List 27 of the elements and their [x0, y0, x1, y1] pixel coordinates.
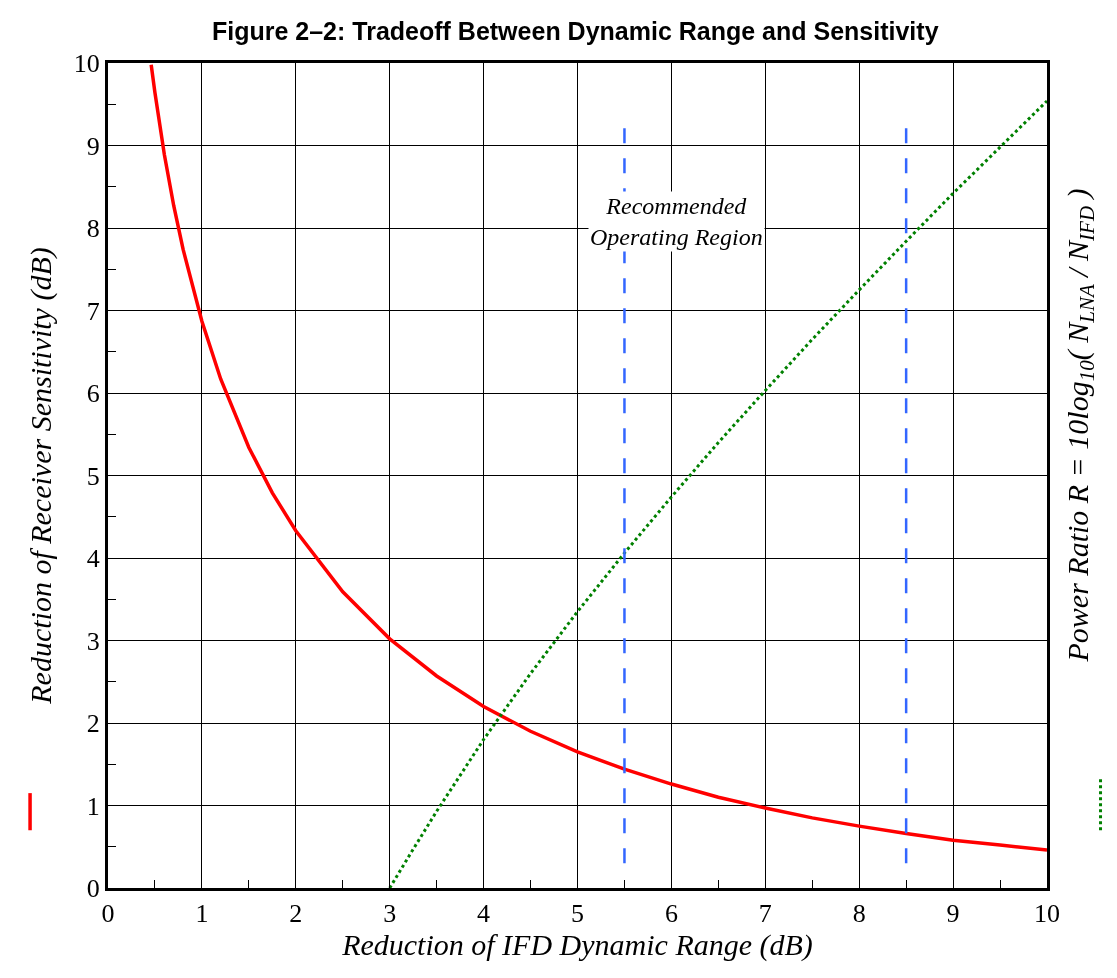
line-series — [149, 63, 1047, 852]
y-axis-title: Reduction of Receiver Sensitivity (dB) — [23, 247, 58, 705]
x-tick-label: 2 — [289, 899, 303, 929]
y-tick-label: 2 — [86, 709, 100, 739]
y-tick-label: 7 — [86, 296, 100, 326]
x-tick-label: 7 — [758, 899, 772, 929]
y-tick-label: 8 — [86, 214, 100, 244]
x-tick-label: 3 — [383, 899, 397, 929]
y-tick-label: 5 — [86, 461, 100, 491]
x-tick-label: 4 — [477, 899, 491, 929]
x-tick-label: 5 — [571, 899, 584, 929]
y-tick-label: 9 — [86, 131, 100, 161]
y-tick-label: 6 — [86, 379, 100, 409]
x-tick-label: 8 — [852, 899, 866, 929]
x-tick-label: 6 — [664, 899, 678, 929]
y-tick-label: 3 — [86, 626, 100, 656]
line-series — [388, 99, 1047, 888]
x-tick-label: 9 — [946, 899, 960, 929]
y-tick-label: 0 — [86, 874, 100, 904]
x-tick-label: 1 — [195, 899, 209, 929]
x-tick-label: 10 — [1034, 899, 1060, 929]
x-axis-title: Reduction of IFD Dynamic Range (dB) — [341, 928, 813, 963]
y-tick-label: 4 — [86, 544, 100, 574]
chart-title: Figure 2–2: Tradeoff Between Dynamic Range and Sensitivity — [211, 17, 939, 46]
y-tick-label: 10 — [73, 49, 100, 79]
y-tick-label: 1 — [86, 791, 100, 821]
annotation: Recommended Operating Region — [590, 193, 763, 251]
